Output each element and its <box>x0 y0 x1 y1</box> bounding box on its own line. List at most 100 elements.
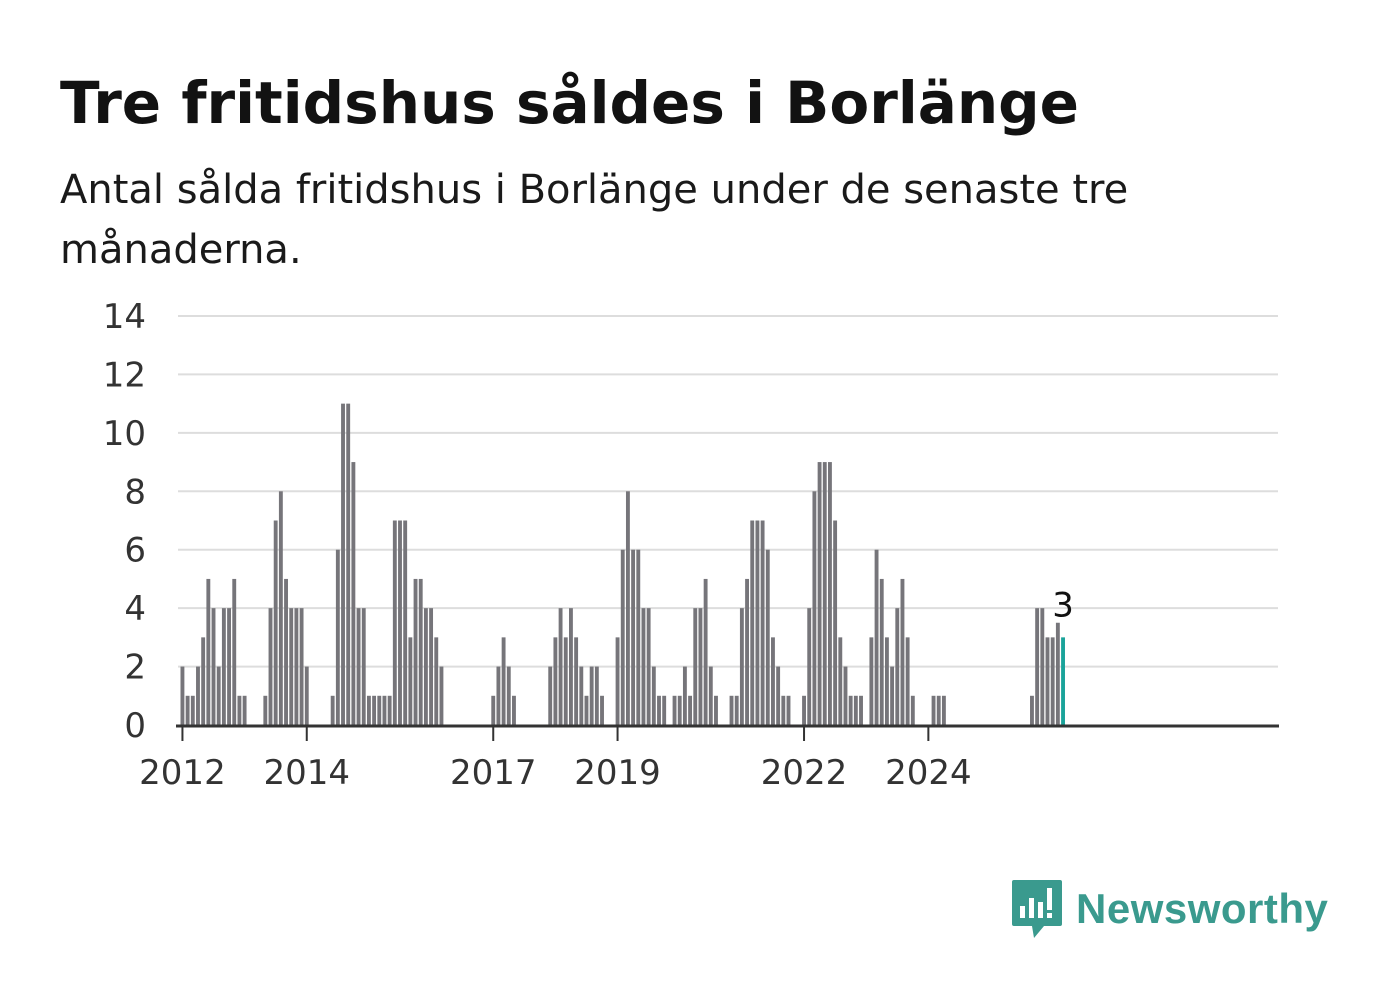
bar <box>548 666 553 725</box>
y-tick-label: 14 <box>103 297 146 337</box>
bar-chart: 0 2 4 6 8 10 12 14 2012 2014 2017 2019 2022 2024 3 <box>103 297 1279 793</box>
bar <box>408 637 413 725</box>
bar <box>398 520 402 725</box>
bar <box>232 578 237 725</box>
x-tick-label: 2017 <box>450 753 537 793</box>
bars <box>180 403 1065 725</box>
bar <box>211 608 216 725</box>
bar <box>346 403 351 725</box>
bar <box>693 608 698 725</box>
bar <box>589 666 594 725</box>
bar <box>890 666 895 725</box>
bar <box>755 520 760 725</box>
bar <box>190 695 195 725</box>
bar <box>750 520 755 725</box>
bar <box>512 695 516 725</box>
bar <box>237 695 242 725</box>
bar <box>745 578 749 725</box>
bar <box>662 695 667 725</box>
bar <box>781 695 786 725</box>
bar <box>703 578 708 725</box>
bar <box>434 637 439 725</box>
bar <box>682 666 687 725</box>
x-axis <box>176 724 1279 741</box>
bar <box>895 608 900 725</box>
bar <box>574 637 579 725</box>
last-value-label: 3 <box>1052 585 1074 625</box>
bar <box>905 637 910 725</box>
x-tick-label: 2024 <box>885 753 972 793</box>
x-tick-label: 2019 <box>574 753 661 793</box>
bar <box>651 666 656 725</box>
bar <box>418 578 423 725</box>
bar <box>641 608 646 725</box>
bar <box>1030 695 1034 725</box>
x-tick-label: 2014 <box>263 753 350 793</box>
bar <box>1050 637 1055 725</box>
bar <box>853 695 858 725</box>
bar-highlighted <box>1061 637 1065 725</box>
bar <box>677 695 682 725</box>
bar <box>227 608 231 725</box>
bar <box>387 695 392 725</box>
bar <box>263 695 268 725</box>
bar <box>786 695 791 725</box>
bar <box>600 695 604 725</box>
annotations: 3 <box>1052 585 1074 625</box>
y-tick-label: 10 <box>103 414 146 454</box>
y-tick-label: 2 <box>124 648 146 688</box>
bar <box>221 608 226 725</box>
bar <box>760 520 765 725</box>
gridlines <box>178 315 1278 668</box>
bar <box>392 520 397 725</box>
bar <box>941 695 946 725</box>
bar <box>636 549 641 725</box>
bar <box>579 666 584 725</box>
bar <box>196 666 200 725</box>
bar <box>828 462 832 725</box>
bar <box>833 520 838 725</box>
bar <box>869 637 874 725</box>
bar <box>341 403 345 725</box>
bar <box>714 695 718 725</box>
bar <box>843 666 848 725</box>
bar <box>734 695 739 725</box>
y-tick-label: 8 <box>124 472 146 512</box>
bar <box>625 491 630 725</box>
bar <box>822 462 827 725</box>
bar <box>594 666 599 725</box>
bar <box>739 608 744 725</box>
bar <box>657 695 661 725</box>
newsworthy-logo: Newsworthy <box>1010 878 1328 940</box>
bar <box>423 608 428 725</box>
bar <box>273 520 278 725</box>
bar <box>802 695 806 725</box>
bar <box>491 695 496 725</box>
y-tick-label: 12 <box>103 355 146 395</box>
bar <box>631 549 636 725</box>
bar <box>242 695 247 725</box>
bar <box>372 695 377 725</box>
bar <box>771 637 775 725</box>
bar <box>1040 608 1045 725</box>
newsworthy-chart-bubble-icon <box>1012 880 1062 938</box>
x-axis-labels: 2012 2014 2017 2019 2022 2024 <box>139 753 971 793</box>
bar <box>879 578 884 725</box>
bar <box>299 608 304 725</box>
bar <box>382 695 387 725</box>
brand-name: Newsworthy <box>1076 885 1329 932</box>
bar <box>201 637 206 725</box>
bar <box>216 666 221 725</box>
y-tick-label: 0 <box>124 706 146 746</box>
bar <box>859 695 863 725</box>
bar <box>553 637 558 725</box>
bar <box>268 608 273 725</box>
bar <box>284 578 288 725</box>
bar <box>672 695 677 725</box>
bar <box>848 695 853 725</box>
bar <box>817 462 822 725</box>
bar <box>403 520 408 725</box>
bar <box>330 695 335 725</box>
bar <box>294 608 299 725</box>
bar <box>729 695 734 725</box>
